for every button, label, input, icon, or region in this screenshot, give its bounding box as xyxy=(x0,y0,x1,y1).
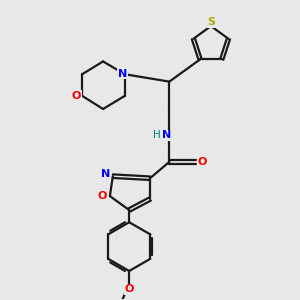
Text: O: O xyxy=(197,157,207,167)
Text: S: S xyxy=(208,17,215,28)
Text: N: N xyxy=(118,69,127,79)
Text: N: N xyxy=(162,130,171,140)
Text: O: O xyxy=(124,284,134,294)
Text: O: O xyxy=(98,191,107,201)
Text: O: O xyxy=(72,91,81,101)
Text: H: H xyxy=(153,130,161,140)
Text: N: N xyxy=(101,169,110,179)
